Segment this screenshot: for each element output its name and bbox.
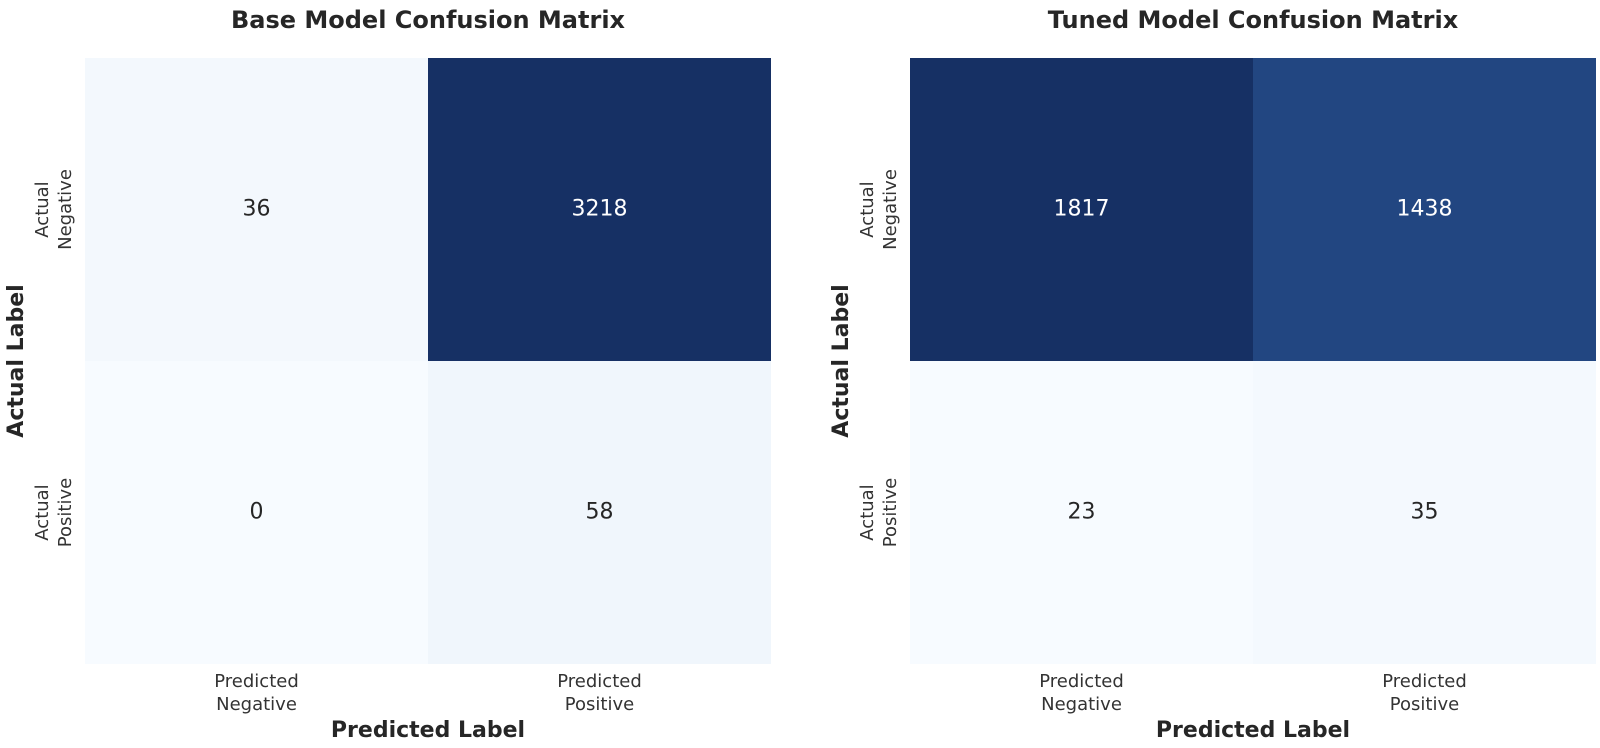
chart-2-x-tick-0: Predicted Negative (1039, 671, 1124, 715)
chart-1-y-tick-0: Actual Negative (32, 169, 76, 250)
chart-1-title: Base Model Confusion Matrix (231, 6, 626, 34)
chart-1-x-tick-1: Predicted Positive (557, 671, 642, 715)
chart-1-y-axis-label: Actual Label (4, 284, 29, 437)
chart-1-cell-label-r0-c1: 3218 (572, 197, 628, 222)
chart-2-y-axis-label: Actual Label (829, 284, 854, 437)
chart-1-cell-label-r1-c1: 58 (586, 500, 614, 525)
chart-2-y-tick-1: Actual Positive (857, 478, 901, 547)
chart-1-x-axis-label: Predicted Label (331, 718, 525, 743)
chart-1-cell-label-r0-c0: 36 (243, 197, 271, 222)
chart-2-cell-label-r0-c0: 1817 (1054, 197, 1110, 222)
chart-1-x-tick-0: Predicted Negative (214, 671, 299, 715)
chart-2-cell-label-r1-c0: 23 (1068, 500, 1096, 525)
chart-2-x-tick-1: Predicted Positive (1382, 671, 1467, 715)
chart-2-title: Tuned Model Confusion Matrix (1048, 6, 1459, 34)
chart-2-cell-label-r0-c1: 1438 (1397, 197, 1453, 222)
chart-1-y-tick-1: Actual Positive (32, 478, 76, 547)
chart-2-x-axis-label: Predicted Label (1156, 718, 1350, 743)
chart-2-y-tick-0: Actual Negative (857, 169, 901, 250)
chart-2-cell-label-r1-c1: 35 (1411, 500, 1439, 525)
chart-1-cell-label-r1-c0: 0 (250, 500, 264, 525)
chart-2: Tuned Model Confusion Matrix 1817 1438 23 35… (829, 6, 1596, 743)
chart-1: Base Model Confusion Matrix 36 3218 0 58 Pred… (4, 6, 771, 743)
